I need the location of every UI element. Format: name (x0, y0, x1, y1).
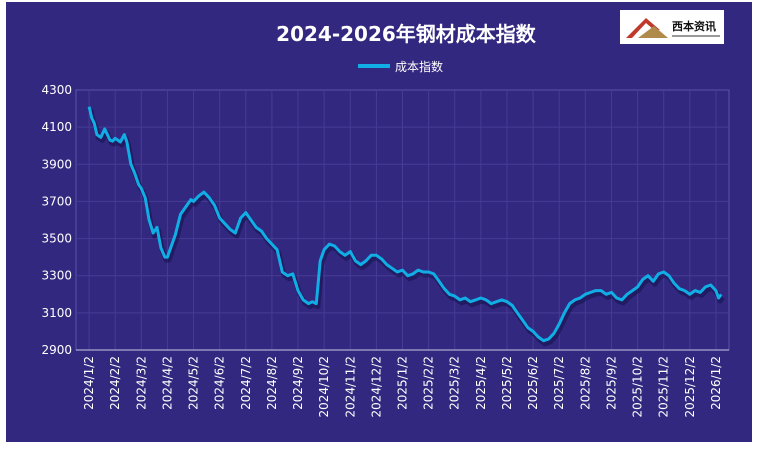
x-tick-label: 2024/8/2 (265, 356, 279, 410)
x-tick-label: 2025/3/2 (448, 356, 462, 410)
legend-label: 成本指数 (395, 59, 443, 74)
x-tick-label: 2025/10/2 (631, 356, 645, 418)
x-tick-label: 2025/12/2 (683, 356, 697, 418)
x-tick-label: 2025/11/2 (657, 356, 671, 418)
x-tick-label: 2025/9/2 (604, 356, 618, 410)
grid-group (76, 90, 729, 351)
y-tick-label: 2900 (41, 343, 72, 357)
y-axis-ticks: 2900 3100 3300 3500 3700 3900 4100 4300 (41, 83, 72, 357)
x-tick-label: 2025/2/2 (422, 356, 436, 410)
x-tick-label: 2024/10/2 (317, 356, 331, 418)
x-tick-label: 2024/2/2 (108, 356, 122, 410)
x-tick-label: 2025/6/2 (526, 356, 540, 410)
svg-text:西本资讯: 西本资讯 (672, 19, 716, 33)
series-line-cost-index (87, 106, 723, 343)
y-tick-label: 3300 (41, 269, 72, 283)
x-tick-label: 2024/12/2 (369, 356, 383, 418)
y-tick-label: 3500 (41, 232, 72, 246)
y-tick-label: 4100 (41, 120, 72, 134)
chart-title: 2024-2026年钢材成本指数 (276, 22, 537, 46)
chart-svg: 2024-2026年钢材成本指数 成本指数 2900 3100 3300 3500 37… (41, 22, 730, 418)
x-tick-label: 2024/4/2 (160, 356, 174, 410)
x-tick-label: 2025/1/2 (396, 356, 410, 410)
y-tick-label: 3100 (41, 306, 72, 320)
chart-panel: 2024-2026年钢材成本指数 成本指数 2900 3100 3300 3500 37… (6, 2, 752, 442)
x-tick-label: 2024/9/2 (291, 356, 305, 410)
x-tick-label: 2025/4/2 (474, 356, 488, 410)
x-tick-label: 2024/7/2 (239, 356, 253, 410)
x-tick-label: 2024/5/2 (187, 356, 201, 410)
x-tick-label: 2024/11/2 (343, 356, 357, 418)
series-line-shadow (88, 109, 725, 347)
x-axis-ticks: 2024/1/2 2024/2/2 2024/3/2 2024/4/2 2024/5/2… (82, 356, 723, 418)
y-tick-label: 4300 (41, 83, 72, 97)
x-tick-label: 2025/7/2 (552, 356, 566, 410)
x-tick-label: 2024/3/2 (134, 356, 148, 410)
y-tick-label: 3700 (41, 194, 72, 208)
y-tick-label: 3900 (41, 157, 72, 171)
x-tick-label: 2024/6/2 (213, 356, 227, 410)
series-group (87, 106, 725, 347)
x-tick-label: 2024/1/2 (82, 356, 96, 410)
x-tick-label: 2025/8/2 (578, 356, 592, 410)
company-logo: 西本资讯 (620, 10, 724, 44)
x-tick-label: 2026/1/2 (709, 356, 723, 410)
x-tick-label: 2025/5/2 (500, 356, 514, 410)
